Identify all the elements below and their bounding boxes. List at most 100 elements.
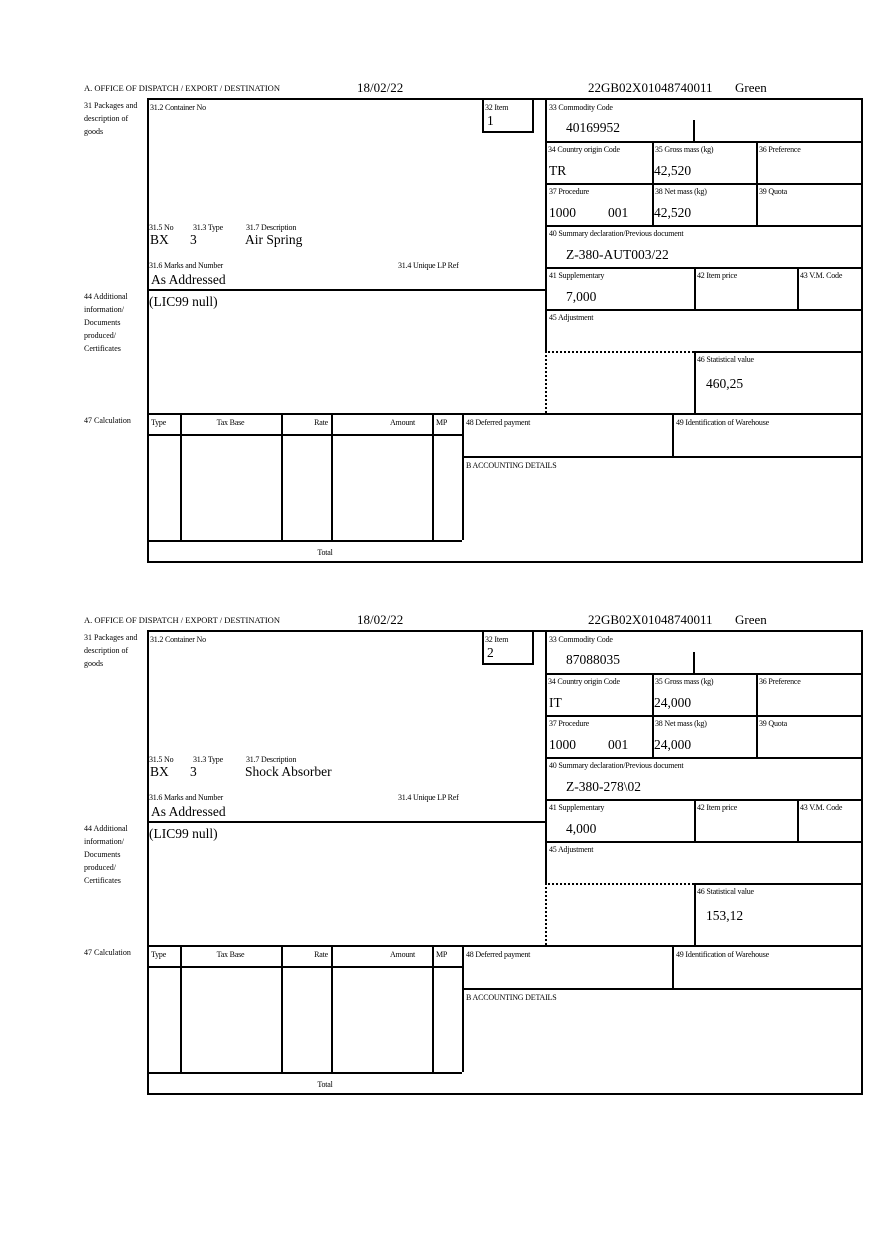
calc-tax-base-header: Tax Base	[216, 418, 245, 427]
divider	[147, 966, 462, 968]
additional-info-label: 44 Additional information/ Documents pro…	[84, 824, 128, 885]
divider	[545, 183, 862, 185]
marks-label: 31.6 Marks and Number	[149, 793, 224, 802]
warehouse-label: 49 Identification of Warehouse	[676, 950, 769, 959]
divider	[545, 630, 547, 883]
divider	[147, 434, 462, 436]
commodity-code-value: 87088035	[566, 652, 620, 667]
divider	[545, 799, 862, 801]
divider	[147, 540, 462, 542]
preference-label: 36 Preference	[759, 145, 801, 154]
package-count: 3	[190, 764, 197, 779]
divider	[331, 413, 333, 540]
calc-amount-header: Amount	[389, 418, 415, 427]
divider	[797, 267, 799, 309]
divider	[672, 945, 674, 988]
description-label: 31.7 Description	[246, 223, 297, 232]
vm-code-label: 43 V.M. Code	[800, 803, 843, 812]
description-label: 31.7 Description	[246, 755, 297, 764]
divider	[147, 98, 149, 563]
item-price-label: 42 Item price	[697, 803, 738, 812]
divider	[545, 757, 862, 759]
office-heading: A. OFFICE OF DISPATCH / EXPORT / DESTINA…	[84, 615, 280, 625]
marks-label: 31.6 Marks and Number	[149, 261, 224, 270]
statistical-value: 460,25	[706, 376, 744, 391]
calc-rate-header: Rate	[314, 418, 328, 427]
office-heading: A. OFFICE OF DISPATCH / EXPORT / DESTINA…	[84, 83, 280, 93]
preference-label: 36 Preference	[759, 677, 801, 686]
divider	[652, 141, 654, 225]
package-no-label: 31.5 No	[149, 755, 174, 764]
declaration-reference: 22GB02X01048740011	[588, 612, 713, 627]
divider	[545, 883, 694, 885]
adjustment-label: 45 Adjustment	[549, 845, 594, 854]
divider	[545, 841, 862, 843]
additional-info-value: (LIC99 null)	[149, 826, 218, 841]
divider	[545, 883, 547, 945]
item-number: 2	[487, 645, 494, 660]
unique-lp-ref-label: 31.4 Unique LP Ref	[398, 261, 459, 270]
divider	[861, 630, 863, 1095]
divider	[861, 98, 863, 563]
divider	[180, 413, 182, 540]
summary-declaration-label: 40 Summary declaration/Previous document	[549, 761, 684, 770]
declaration-date: 18/02/22	[357, 612, 404, 627]
package-count: 3	[190, 232, 197, 247]
total-label: Total	[317, 548, 333, 557]
marks-value: As Addressed	[151, 804, 226, 819]
unique-lp-ref-label: 31.4 Unique LP Ref	[398, 793, 459, 802]
statistical-value-label: 46 Statistical value	[697, 887, 754, 896]
package-no-label: 31.5 No	[149, 223, 174, 232]
divider	[652, 673, 654, 757]
item-label: 32 Item	[485, 103, 509, 112]
calc-mp-header: MP	[436, 418, 448, 427]
package-type-label: 31.3 Type	[193, 755, 223, 764]
divider	[331, 945, 333, 1072]
accounting-details-label: B ACCOUNTING DETAILS	[466, 461, 557, 470]
divider	[694, 351, 696, 413]
accounting-details-label: B ACCOUNTING DETAILS	[466, 993, 557, 1002]
packages-label: 31 Packages and description of goods	[84, 101, 138, 136]
goods-description: Air Spring	[245, 232, 303, 247]
divider	[693, 652, 695, 673]
adjustment-label: 45 Adjustment	[549, 313, 594, 322]
declaration-date: 18/02/22	[357, 80, 404, 95]
supplementary-label: 41 Supplementary	[549, 803, 605, 812]
divider	[694, 883, 862, 885]
gross-mass-label: 35 Gross mass (kg)	[655, 145, 714, 154]
procedure-value: 1000	[549, 205, 576, 220]
divider	[432, 945, 434, 1072]
additional-info-value: (LIC99 null)	[149, 294, 218, 309]
divider	[462, 413, 464, 540]
deferred-payment-label: 48 Deferred payment	[466, 418, 531, 427]
supplementary-value: 4,000	[566, 821, 597, 836]
gross-mass-value: 42,520	[654, 163, 692, 178]
divider	[147, 413, 862, 415]
divider	[756, 141, 758, 225]
divider	[694, 799, 696, 841]
route-colour: Green	[735, 612, 767, 627]
divider	[532, 98, 534, 132]
divider	[462, 945, 464, 1072]
divider	[756, 673, 758, 757]
gross-mass-label: 35 Gross mass (kg)	[655, 677, 714, 686]
divider	[545, 267, 862, 269]
packages-label: 31 Packages and description of goods	[84, 633, 138, 668]
divider	[147, 630, 149, 1095]
procedure-value: 1000	[549, 737, 576, 752]
country-origin-value: TR	[549, 163, 567, 178]
calc-amount-header: Amount	[389, 950, 415, 959]
divider	[180, 945, 182, 1072]
statistical-value: 153,12	[706, 908, 744, 923]
divider	[281, 945, 283, 1072]
deferred-payment-label: 48 Deferred payment	[466, 950, 531, 959]
item-price-label: 42 Item price	[697, 271, 738, 280]
divider	[672, 413, 674, 456]
divider	[147, 945, 862, 947]
summary-declaration-label: 40 Summary declaration/Previous document	[549, 229, 684, 238]
divider	[694, 883, 696, 945]
calc-type-header: Type	[151, 418, 167, 427]
divider	[694, 351, 862, 353]
previous-document-value: Z-380-278\02	[566, 779, 641, 794]
procedure-additional-value: 001	[608, 205, 629, 220]
